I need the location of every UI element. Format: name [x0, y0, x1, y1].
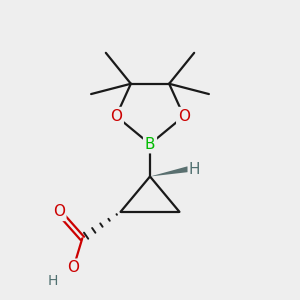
Polygon shape	[150, 166, 189, 176]
Text: H: H	[48, 274, 58, 288]
Text: O: O	[68, 260, 80, 275]
Text: O: O	[178, 109, 190, 124]
Text: H: H	[188, 162, 200, 177]
Text: O: O	[110, 109, 122, 124]
Text: O: O	[53, 204, 65, 219]
Text: B: B	[145, 136, 155, 152]
